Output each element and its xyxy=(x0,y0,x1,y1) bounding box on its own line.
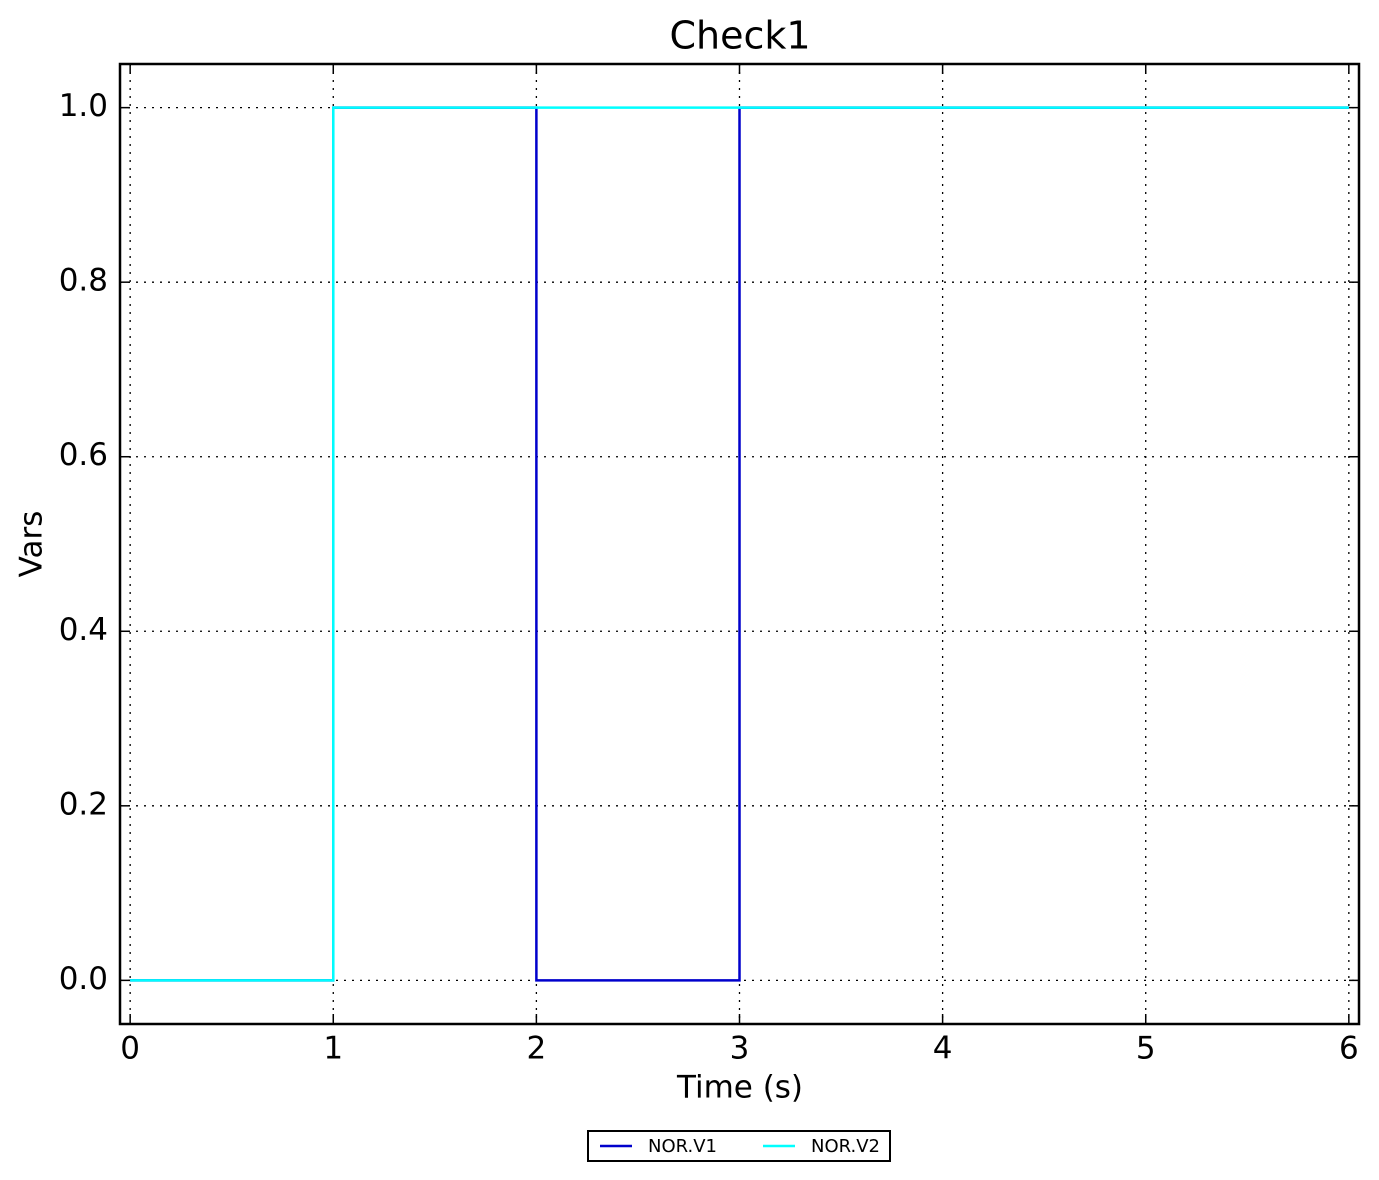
y-tick-label: 0.4 xyxy=(59,612,108,648)
chart-title: Check1 xyxy=(669,14,810,58)
x-axis-label: Time (s) xyxy=(676,1070,803,1106)
y-tick-label: 1.0 xyxy=(59,88,108,124)
x-tick-label: 2 xyxy=(527,1031,547,1067)
legend-label: NOR.V2 xyxy=(811,1136,880,1157)
x-tick-label: 4 xyxy=(933,1031,953,1067)
legend-label: NOR.V1 xyxy=(648,1136,717,1157)
series-line xyxy=(130,106,1349,982)
y-tick-label: 0.2 xyxy=(59,786,108,822)
y-tick-label: 0.6 xyxy=(59,437,108,473)
x-tick-label: 6 xyxy=(1339,1031,1359,1067)
x-tick-label: 1 xyxy=(323,1031,343,1067)
legend-box xyxy=(587,1130,891,1162)
y-tick-label: 0.0 xyxy=(59,961,108,997)
x-tick-label: 5 xyxy=(1136,1031,1156,1067)
x-tick-label: 0 xyxy=(120,1031,140,1067)
y-axis-label: Vars xyxy=(14,511,50,578)
y-tick-label: 0.8 xyxy=(59,263,108,299)
plot-frame xyxy=(118,62,1361,1026)
x-tick-label: 3 xyxy=(730,1031,750,1067)
series-line xyxy=(130,106,1349,982)
